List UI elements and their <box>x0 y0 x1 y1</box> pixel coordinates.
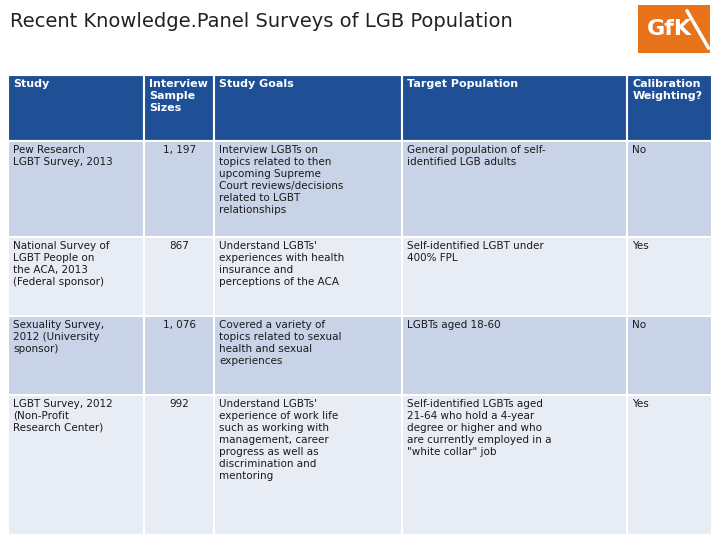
Text: National Survey of
LGBT People on
the ACA, 2013
(Federal sponsor): National Survey of LGBT People on the AC… <box>13 241 109 287</box>
Text: LGBTs aged 18-60: LGBTs aged 18-60 <box>408 320 501 330</box>
Bar <box>402 237 627 316</box>
Text: Recent Knowledge.Panel Surveys of LGB Population: Recent Knowledge.Panel Surveys of LGB Po… <box>10 12 513 31</box>
Text: Covered a variety of
topics related to sexual
health and sexual
experiences: Covered a variety of topics related to s… <box>220 320 342 366</box>
Text: 1, 076: 1, 076 <box>163 320 196 330</box>
Text: Yes: Yes <box>632 399 649 409</box>
Text: Study Goals: Study Goals <box>220 79 294 89</box>
Text: 1, 197: 1, 197 <box>163 145 196 155</box>
Bar <box>215 141 402 237</box>
Text: Pew Research
LGBT Survey, 2013: Pew Research LGBT Survey, 2013 <box>13 145 113 167</box>
Text: Interview
Sample
Sizes: Interview Sample Sizes <box>149 79 208 113</box>
Text: Understand LGBTs'
experience of work life
such as working with
management, caree: Understand LGBTs' experience of work lif… <box>220 399 338 481</box>
FancyBboxPatch shape <box>638 5 710 53</box>
Bar <box>627 395 712 535</box>
Text: Understand LGBTs'
experiences with health
insurance and
perceptions of the ACA: Understand LGBTs' experiences with healt… <box>220 241 345 287</box>
Text: General population of self-
identified LGB adults: General population of self- identified L… <box>408 145 546 167</box>
Bar <box>215 395 402 535</box>
Text: GfK: GfK <box>647 19 692 39</box>
Bar <box>215 237 402 316</box>
Bar <box>145 237 215 316</box>
Text: Calibration
Weighting?: Calibration Weighting? <box>632 79 702 101</box>
Text: Self-identified LGBT under
400% FPL: Self-identified LGBT under 400% FPL <box>408 241 544 263</box>
Bar <box>8 141 145 237</box>
Text: 992: 992 <box>169 399 189 409</box>
Bar <box>8 395 145 535</box>
Bar <box>145 75 215 141</box>
Bar <box>402 316 627 395</box>
Text: Interview LGBTs on
topics related to then
upcoming Supreme
Court reviews/decisio: Interview LGBTs on topics related to the… <box>220 145 343 215</box>
Bar <box>627 141 712 237</box>
Bar <box>8 75 145 141</box>
Bar <box>8 237 145 316</box>
Text: Yes: Yes <box>632 241 649 251</box>
Bar <box>627 75 712 141</box>
Text: No: No <box>632 145 647 155</box>
Bar <box>402 141 627 237</box>
Bar <box>402 75 627 141</box>
Bar <box>145 141 215 237</box>
Bar <box>215 316 402 395</box>
Text: 867: 867 <box>169 241 189 251</box>
Bar <box>627 237 712 316</box>
Text: Sexuality Survey,
2012 (University
sponsor): Sexuality Survey, 2012 (University spons… <box>13 320 104 354</box>
Text: No: No <box>632 320 647 330</box>
Text: Target Population: Target Population <box>408 79 518 89</box>
Bar <box>402 395 627 535</box>
Bar <box>145 316 215 395</box>
Text: Study: Study <box>13 79 49 89</box>
Bar <box>627 316 712 395</box>
Bar <box>8 316 145 395</box>
Text: Self-identified LGBTs aged
21-64 who hold a 4-year
degree or higher and who
are : Self-identified LGBTs aged 21-64 who hol… <box>408 399 552 457</box>
Bar <box>145 395 215 535</box>
Text: LGBT Survey, 2012
(Non-Profit
Research Center): LGBT Survey, 2012 (Non-Profit Research C… <box>13 399 113 433</box>
Bar <box>215 75 402 141</box>
